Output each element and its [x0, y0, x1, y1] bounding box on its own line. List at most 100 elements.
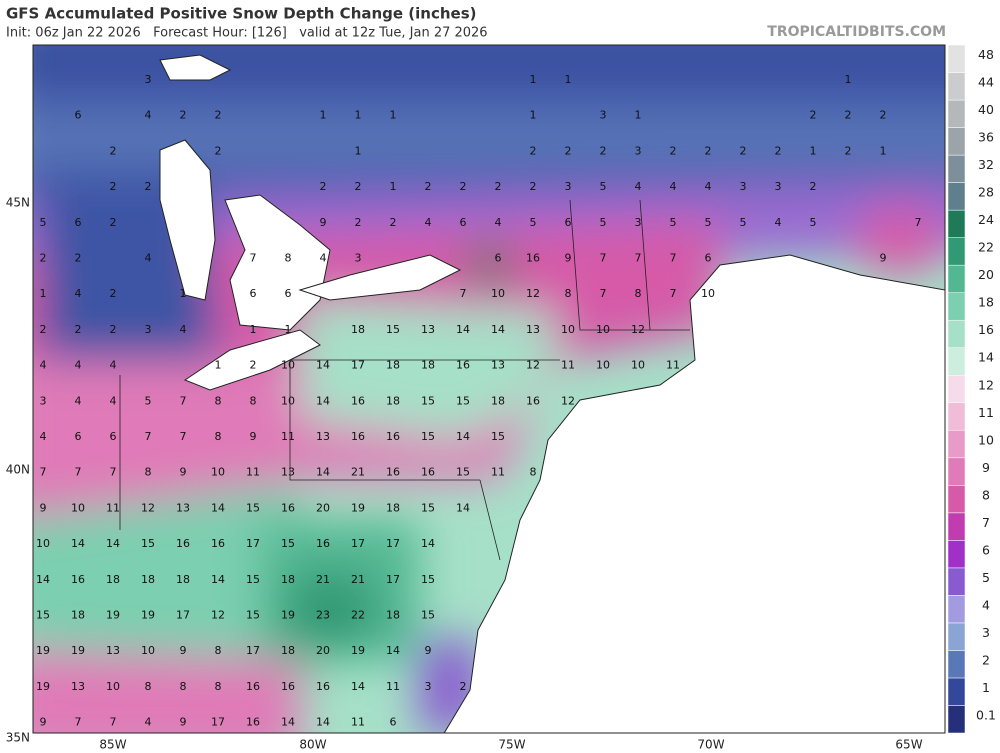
- grid-value: 12: [211, 609, 225, 622]
- grid-value: 16: [176, 537, 190, 550]
- colorbar-swatch: [947, 402, 966, 431]
- grid-value: 4: [75, 287, 82, 300]
- grid-value: 7: [460, 287, 467, 300]
- grid-value: 18: [421, 359, 435, 372]
- colorbar-swatch: [947, 292, 966, 321]
- grid-value: 16: [386, 466, 400, 479]
- grid-value: 8: [215, 394, 222, 407]
- grid-value: 1: [355, 144, 362, 157]
- grid-value: 10: [281, 394, 295, 407]
- grid-value: 5: [40, 216, 47, 229]
- grid-value: 10: [596, 323, 610, 336]
- grid-value: 18: [141, 573, 155, 586]
- grid-value: 3: [355, 252, 362, 265]
- grid-value: 12: [526, 359, 540, 372]
- grid-value: 9: [180, 644, 187, 657]
- colorbar-label: 32: [978, 157, 994, 172]
- grid-value: 3: [635, 144, 642, 157]
- grid-value: 19: [351, 644, 365, 657]
- grid-value: 10: [141, 644, 155, 657]
- grid-value: 16: [316, 537, 330, 550]
- colorbar-swatch: [947, 347, 966, 376]
- grid-value: 15: [421, 573, 435, 586]
- grid-value: 6: [460, 216, 467, 229]
- lat-label: 45N: [6, 196, 30, 210]
- grid-value: 19: [36, 680, 50, 693]
- grid-value: 15: [246, 501, 260, 514]
- grid-value: 7: [635, 252, 642, 265]
- grid-value: 13: [281, 466, 295, 479]
- grid-value: 21: [351, 466, 365, 479]
- grid-value: 1: [355, 109, 362, 122]
- grid-value: 2: [110, 216, 117, 229]
- colorbar-swatch: [947, 512, 966, 541]
- grid-value: 16: [71, 573, 85, 586]
- grid-value: 2: [110, 323, 117, 336]
- grid-value: 16: [281, 680, 295, 693]
- grid-value: 2: [460, 680, 467, 693]
- colorbar-label: 48: [978, 47, 994, 62]
- colorbar-label: 14: [978, 350, 994, 365]
- grid-value: 14: [211, 573, 225, 586]
- grid-value: 17: [351, 537, 365, 550]
- grid-value: 2: [180, 109, 187, 122]
- grid-value: 2: [460, 180, 467, 193]
- grid-value: 12: [561, 394, 575, 407]
- grid-value: 14: [316, 394, 330, 407]
- colorbar-swatch: [947, 154, 966, 183]
- colorbar-swatch: [947, 595, 966, 624]
- grid-value: 1: [880, 144, 887, 157]
- grid-value: 12: [141, 501, 155, 514]
- grid-value: 2: [145, 180, 152, 193]
- title: GFS Accumulated Positive Snow Depth Chan…: [6, 5, 477, 23]
- grid-value: 8: [565, 287, 572, 300]
- grid-value: 8: [145, 466, 152, 479]
- grid-value: 7: [670, 287, 677, 300]
- grid-value: 1: [810, 144, 817, 157]
- grid-value: 4: [110, 394, 117, 407]
- colorbar-swatch: [947, 182, 966, 211]
- grid-value: 10: [211, 466, 225, 479]
- grid-value: 18: [176, 573, 190, 586]
- grid-value: 14: [281, 716, 295, 729]
- colorbar-label: 28: [978, 185, 994, 200]
- grid-value: 6: [75, 109, 82, 122]
- grid-value: 2: [425, 180, 432, 193]
- grid-value: 13: [491, 359, 505, 372]
- grid-value: 3: [425, 680, 432, 693]
- grid-value: 15: [141, 537, 155, 550]
- grid-value: 14: [316, 359, 330, 372]
- grid-value: 9: [180, 466, 187, 479]
- grid-value: 16: [421, 466, 435, 479]
- grid-value: 15: [421, 430, 435, 443]
- grid-value: 2: [250, 359, 257, 372]
- grid-value: 4: [145, 716, 152, 729]
- grid-value: 4: [40, 430, 47, 443]
- grid-value: 8: [180, 680, 187, 693]
- grid-value: 14: [386, 644, 400, 657]
- grid-value: 3: [775, 180, 782, 193]
- grid-value: 10: [71, 501, 85, 514]
- grid-value: 16: [526, 252, 540, 265]
- grid-value: 23: [316, 609, 330, 622]
- grid-value: 2: [670, 144, 677, 157]
- grid-value: 6: [495, 252, 502, 265]
- grid-value: 5: [740, 216, 747, 229]
- grid-value: 10: [701, 287, 715, 300]
- lat-label: 35N: [6, 731, 30, 745]
- colorbar-swatch: [947, 127, 966, 156]
- colorbar: 0.11234567891011121416182022242832364044…: [947, 44, 996, 734]
- grid-value: 4: [75, 359, 82, 372]
- grid-value: 8: [145, 680, 152, 693]
- grid-value: 1: [530, 73, 537, 86]
- grid-value: 4: [495, 216, 502, 229]
- grid-value: 2: [320, 180, 327, 193]
- grid-value: 18: [386, 359, 400, 372]
- grid-value: 18: [386, 394, 400, 407]
- grid-value: 3: [565, 180, 572, 193]
- grid-value: 8: [635, 287, 642, 300]
- grid-value: 14: [316, 716, 330, 729]
- colorbar-label: 24: [978, 212, 994, 227]
- grid-value: 2: [530, 180, 537, 193]
